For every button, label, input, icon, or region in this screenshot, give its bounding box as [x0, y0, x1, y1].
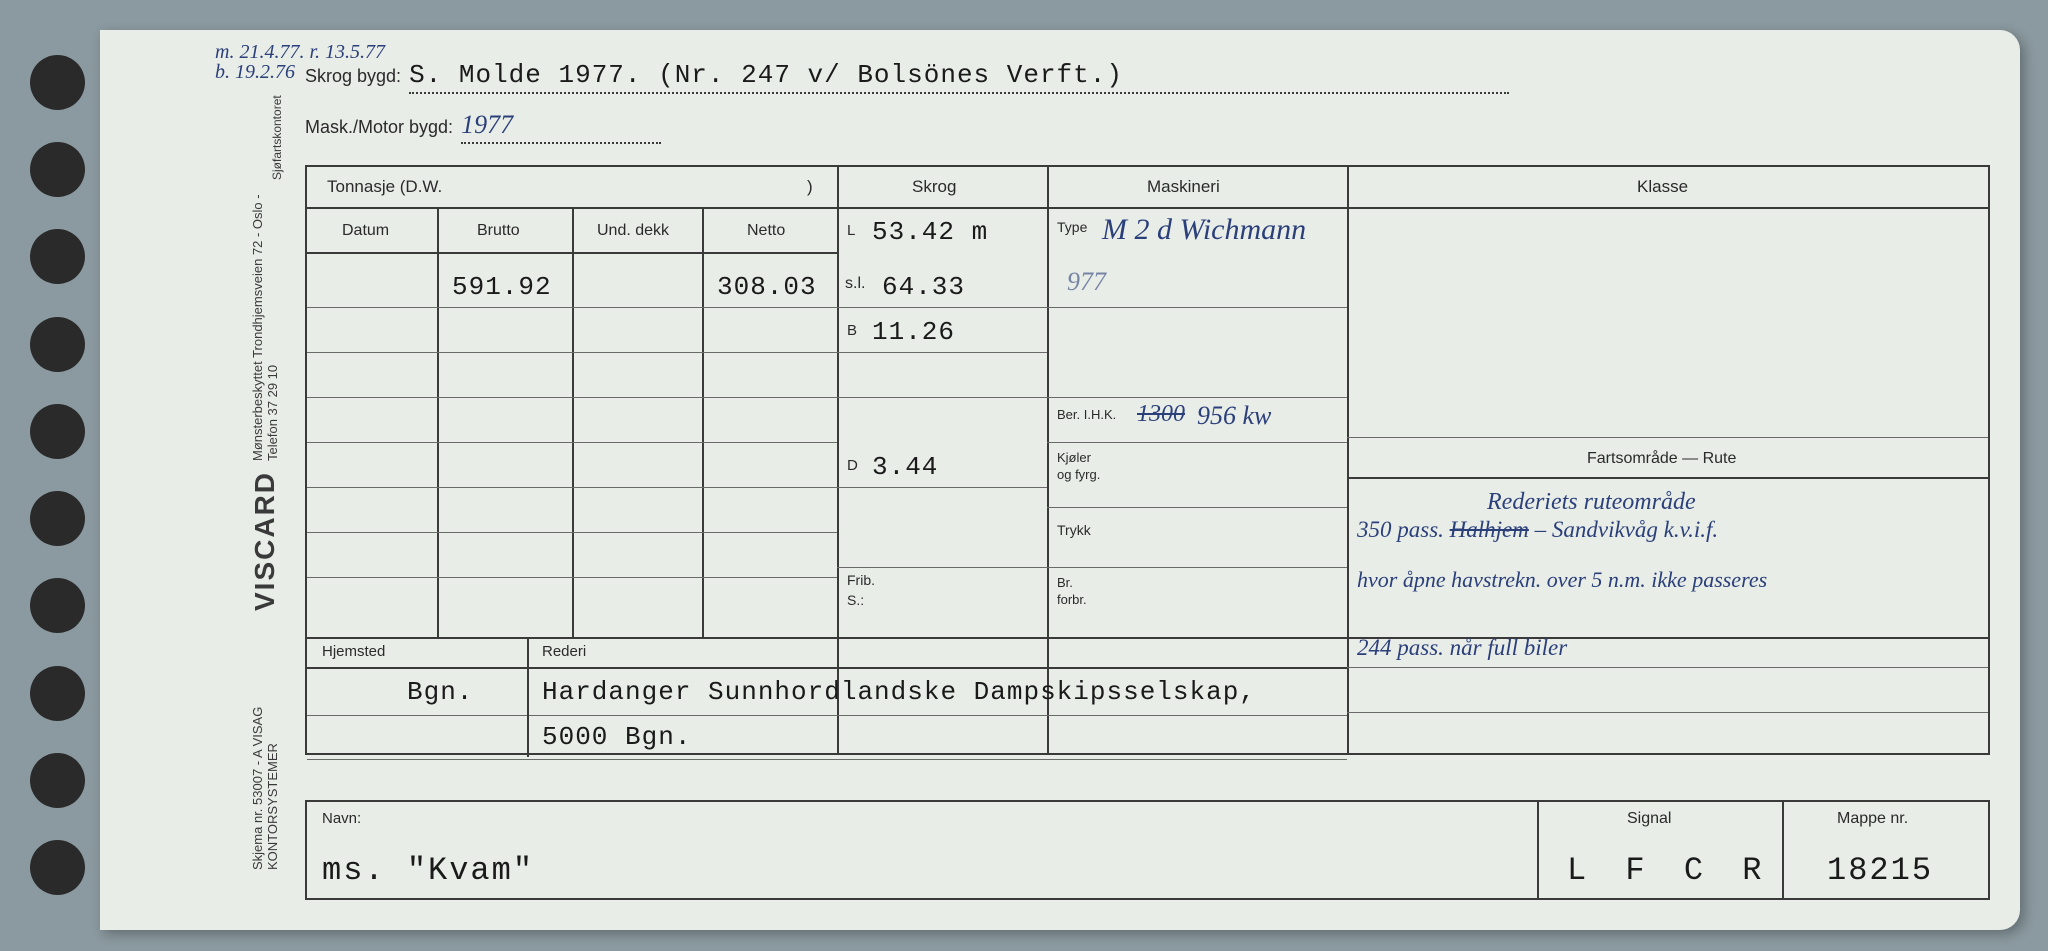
value-rederi2: 5000 Bgn.: [542, 722, 691, 752]
label-forbr: forbr.: [1057, 592, 1087, 607]
main-grid: Tonnasje (D.W. ) Datum Brutto Und. dekk …: [305, 165, 1990, 755]
value-D: 3.44: [872, 452, 938, 482]
label-signal: Signal: [1627, 810, 1671, 828]
hole: [30, 317, 85, 372]
label-type: Type: [1057, 219, 1087, 235]
value-signal: L F C R: [1567, 852, 1771, 889]
farts-crossed: Halhjem: [1450, 517, 1529, 542]
label-D: D: [847, 457, 858, 474]
label-sl: s.l.: [845, 275, 865, 293]
label-netto: Netto: [747, 222, 785, 240]
value-sl: 64.33: [882, 272, 965, 302]
content: m. 21.4.77. r. 13.5.77 b. 19.2.76 Skrog …: [305, 60, 1990, 900]
annot-line1: m. 21.4.77. r. 13.5.77: [215, 42, 385, 62]
row-skrog-bygd: Skrog bygd: S. Molde 1977. (Nr. 247 v/ B…: [305, 60, 1990, 94]
label-skrog: Skrog: [912, 177, 956, 197]
farts-line1: 350 pass. Halhjem – Sandvikvåg k.v.i.f.: [1357, 517, 1718, 543]
label-und-dekk: Und. dekk: [597, 222, 669, 240]
hole: [30, 666, 85, 721]
value-L: 53.42 m: [872, 217, 988, 247]
hole: [30, 491, 85, 546]
farts-line3: 244 pass. når full biler: [1357, 635, 1567, 661]
hole: [30, 142, 85, 197]
label-skrog-bygd: Skrog bygd:: [305, 66, 401, 87]
label-motor-bygd: Mask./Motor bygd:: [305, 117, 453, 138]
index-card: Skjema nr. 53007 - A VISAG KONTORSYSTEME…: [100, 30, 2020, 930]
value-skrog-bygd: S. Molde 1977. (Nr. 247 v/ Bolsönes Verf…: [409, 60, 1509, 94]
hole: [30, 55, 85, 110]
hole: [30, 229, 85, 284]
brand: VISCARD: [249, 471, 281, 611]
bottom-row: Navn: ms. "Kvam" Signal L F C R Mappe nr…: [305, 800, 1990, 900]
farts-line0: Rederiets ruteområde: [1487, 489, 1696, 516]
row-motor-bygd: Mask./Motor bygd: 1977: [305, 110, 1990, 144]
label-trykk: Trykk: [1057, 522, 1091, 538]
label-fartsomrade: Fartsområde — Rute: [1587, 450, 1736, 468]
value-brutto: 591.92: [452, 272, 552, 302]
label-frib: Frib.: [847, 572, 875, 588]
label-L: L: [847, 222, 855, 239]
value-rederi1: Hardanger Sunnhordlandske Dampskipsselsk…: [542, 677, 1256, 707]
value-B: 11.26: [872, 317, 955, 347]
label-navn: Navn:: [322, 810, 361, 827]
value-ihk-crossed: 1300: [1137, 401, 1185, 428]
label-mappe: Mappe nr.: [1837, 810, 1908, 828]
tonnasje-close: ): [807, 177, 813, 197]
value-ihk: 956 kw: [1197, 401, 1271, 431]
hole: [30, 578, 85, 633]
label-brutto: Brutto: [477, 222, 520, 240]
label-og-fyrg: og fyrg.: [1057, 467, 1100, 482]
value-netto: 308.03: [717, 272, 817, 302]
side-print: Skjema nr. 53007 - A VISAG KONTORSYSTEME…: [230, 150, 300, 870]
tonnasje-text: Tonnasje (D.W.: [327, 177, 442, 196]
label-ber-ihk: Ber. I.H.K.: [1057, 407, 1116, 422]
value-motor-bygd: 1977: [461, 110, 661, 144]
hole: [30, 404, 85, 459]
label-klasse: Klasse: [1637, 177, 1688, 197]
label-S: S.:: [847, 592, 864, 608]
side-right: Sjøfartskontoret: [270, 70, 300, 180]
label-B: B: [847, 322, 857, 339]
value-navn: ms. "Kvam": [322, 852, 534, 889]
hole: [30, 840, 85, 895]
label-datum: Datum: [342, 222, 389, 240]
side-line1: Skjema nr. 53007 - A VISAG KONTORSYSTEME…: [250, 621, 280, 870]
label-maskineri: Maskineri: [1147, 177, 1220, 197]
hole: [30, 753, 85, 808]
label-hjemsted: Hjemsted: [322, 643, 385, 660]
value-mappe: 18215: [1827, 852, 1933, 889]
label-rederi: Rederi: [542, 643, 586, 660]
value-type2: 977: [1067, 267, 1106, 297]
label-br: Br.: [1057, 575, 1073, 590]
value-type: M 2 d Wichmann: [1102, 213, 1306, 247]
label-kjoler: Kjøler: [1057, 450, 1091, 465]
farts-line2: hvor åpne havstrekn. over 5 n.m. ikke pa…: [1357, 567, 1767, 593]
label-tonnasje: Tonnasje (D.W.: [327, 177, 442, 197]
side-line2: Mønsterbeskyttet Trondhjemsveien 72 - Os…: [250, 150, 280, 461]
value-hjemsted: Bgn.: [407, 677, 473, 707]
binder-holes: [30, 55, 100, 895]
